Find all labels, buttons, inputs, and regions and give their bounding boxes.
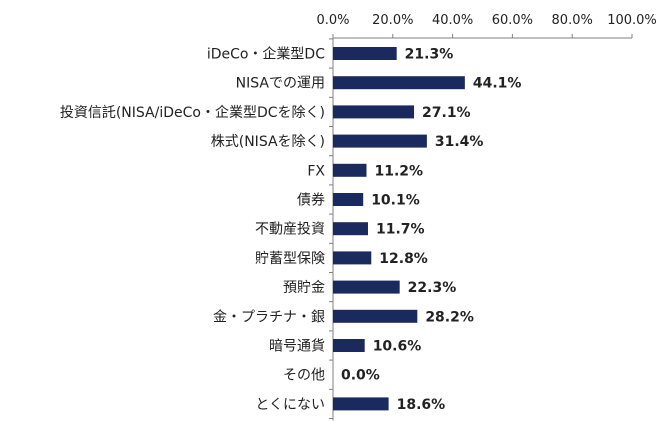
category-label: 暗号通貨 — [269, 338, 325, 355]
bar — [333, 251, 372, 265]
x-tick-label: 0.0% — [316, 13, 349, 28]
value-label: 28.2% — [425, 309, 474, 325]
category-label: 金・プラチナ・銀 — [213, 309, 325, 325]
category-label: 不動産投資 — [255, 222, 325, 238]
category-label: 投資信託(NISA/iDeCo・企業型DCを除く) — [60, 104, 325, 121]
bar — [333, 76, 465, 90]
bar — [333, 163, 367, 177]
category-labels: iDeCo・企業型DC NISAでの運用投資信託(NISA/iDeCo・企業型DC… — [60, 46, 326, 413]
value-label: 0.0% — [341, 368, 380, 384]
category-label: 債券 — [297, 193, 325, 209]
category-label: iDeCo・企業型DC — [207, 46, 325, 63]
x-tick-label: 20.0% — [372, 13, 413, 28]
bar — [333, 47, 397, 60]
value-label: 44.1% — [473, 76, 522, 92]
category-label: NISAでの運用 — [236, 76, 325, 92]
value-label: 21.3% — [405, 47, 454, 63]
category-label: 株式(NISAを除く) — [211, 134, 325, 150]
category-label: とくにない — [255, 397, 325, 413]
value-label: 18.6% — [397, 397, 446, 413]
bar — [333, 134, 427, 148]
value-label: 22.3% — [408, 280, 457, 296]
bar — [333, 397, 389, 411]
value-label: 11.7% — [376, 222, 425, 238]
value-label: 11.2% — [374, 163, 423, 179]
bar — [333, 222, 368, 236]
category-label: その他 — [283, 368, 325, 384]
axis-layer — [329, 34, 633, 421]
x-tick-labels: 0.0% 20.0% 40.0% 60.0% 80.0% 100.0% — [316, 13, 656, 28]
category-label: FX — [307, 163, 325, 179]
x-tick-label: 80.0% — [552, 13, 593, 28]
bar — [333, 309, 418, 323]
bar — [333, 105, 415, 119]
value-label: 31.4% — [435, 134, 484, 150]
x-tick-label: 100.0% — [607, 13, 657, 28]
bar — [333, 339, 365, 352]
value-label: 27.1% — [422, 105, 471, 121]
bars — [333, 47, 465, 411]
value-label: 10.6% — [373, 339, 422, 355]
value-label: 10.1% — [371, 193, 420, 209]
x-tick-label: 40.0% — [432, 13, 473, 28]
category-label: 預貯金 — [283, 280, 325, 296]
bar — [333, 280, 400, 294]
category-label: 貯蓄型保険 — [255, 251, 325, 267]
x-tick-label: 60.0% — [492, 13, 533, 28]
value-labels: 21.3% 44.1%27.1% 31.4% 11.2% 10.1% 11.7% 12.8%… — [341, 47, 521, 413]
bar — [333, 193, 364, 206]
value-label: 12.8% — [379, 251, 428, 267]
